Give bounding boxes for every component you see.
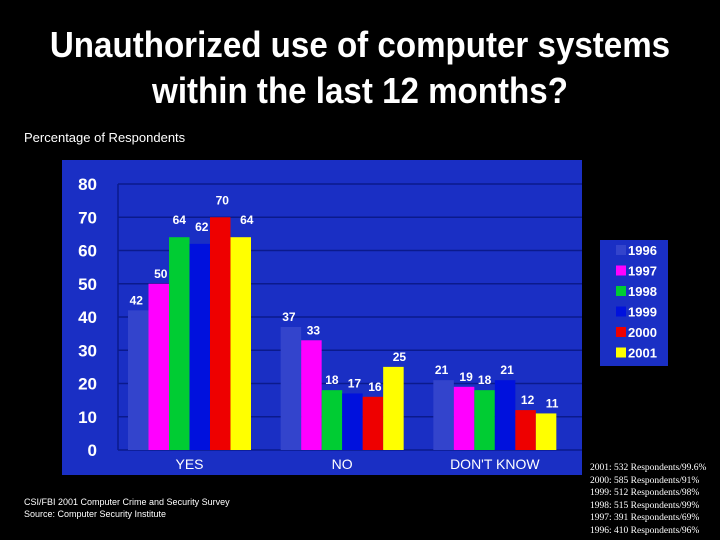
bar <box>321 390 343 450</box>
data-label: 33 <box>307 323 321 337</box>
data-label: 62 <box>195 220 209 234</box>
respondents-line: 1999: 512 Respondents/98% <box>590 488 700 498</box>
respondents-line: 2001: 532 Respondents/99.6% <box>590 463 707 473</box>
bar <box>535 413 557 450</box>
bar <box>474 390 495 450</box>
data-label: 18 <box>325 373 339 387</box>
bar <box>383 366 404 450</box>
respondents-line: 1996: 410 Respondents/96% <box>590 525 700 536</box>
y-tick-label: 70 <box>78 208 97 227</box>
y-tick-label: 80 <box>78 175 97 194</box>
data-label: 11 <box>546 396 559 410</box>
legend-label: 1999 <box>628 305 657 320</box>
bar <box>494 380 516 450</box>
respondents-line: 1997: 391 Respondents/69% <box>590 513 700 523</box>
source-line-1: CSI/FBI 2001 Computer Crime and Security… <box>24 497 230 507</box>
bar <box>230 237 251 450</box>
title-line-1: Unauthorized use of computer systems <box>49 24 671 65</box>
y-tick-label: 40 <box>78 308 97 327</box>
legend-swatch <box>616 265 626 276</box>
legend-label: 1998 <box>628 284 657 299</box>
legend-swatch <box>616 306 626 317</box>
data-label: 18 <box>478 373 492 387</box>
data-label: 21 <box>500 363 514 377</box>
title-line-2: within the last 12 months? <box>152 70 568 111</box>
y-tick-label: 10 <box>78 408 97 427</box>
y-tick-label: 30 <box>78 341 97 360</box>
bar <box>433 380 454 450</box>
data-label: 19 <box>459 370 473 384</box>
data-label: 70 <box>216 193 230 207</box>
respondents-line: 2000: 585 Respondents/91% <box>590 475 700 486</box>
data-label: 42 <box>130 293 144 307</box>
data-label: 50 <box>154 267 168 281</box>
legend-label: 1996 <box>628 243 657 258</box>
data-label: 64 <box>173 213 187 227</box>
bar <box>301 340 322 450</box>
y-tick-label: 20 <box>78 375 97 394</box>
data-label: 12 <box>521 393 535 407</box>
data-label: 25 <box>393 350 407 364</box>
respondents-line: 1998: 515 Respondents/99% <box>590 500 700 511</box>
slide-title: Unauthorized use of computer systems wit… <box>29 22 691 114</box>
legend-background <box>600 240 668 366</box>
y-tick-label: 0 <box>88 441 97 460</box>
x-category-label: YES <box>175 456 203 472</box>
bar <box>280 326 302 450</box>
bar <box>342 393 363 450</box>
x-category-label: DON'T KNOW <box>450 456 540 472</box>
legend-swatch <box>616 286 626 296</box>
data-label: 16 <box>368 380 382 394</box>
legend-label: 2000 <box>628 325 657 340</box>
bar <box>210 217 231 450</box>
bar <box>128 310 149 450</box>
y-tick-label: 60 <box>78 242 97 261</box>
data-label: 64 <box>240 213 254 227</box>
bar <box>515 410 536 450</box>
y-tick-label: 50 <box>78 275 97 294</box>
bar <box>169 237 190 450</box>
respondents-list: 2001: 532 Respondents/99.6% 2000: 585 Res… <box>590 462 706 537</box>
legend-label: 2001 <box>628 346 657 361</box>
chart-subtitle: Percentage of Respondents <box>24 130 186 145</box>
x-category-label: NO <box>332 456 353 472</box>
source-note: CSI/FBI 2001 Computer Crime and Security… <box>24 496 230 520</box>
data-label: 21 <box>435 363 449 377</box>
bar <box>189 243 210 450</box>
legend-swatch <box>616 347 626 358</box>
bar <box>362 396 384 450</box>
source-line-2: Source: Computer Security Institute <box>24 509 167 519</box>
legend-swatch <box>616 245 626 255</box>
data-label: 37 <box>282 310 296 324</box>
bar <box>148 283 169 450</box>
legend-label: 1997 <box>628 264 657 279</box>
bar <box>453 386 475 450</box>
data-label: 17 <box>348 376 362 390</box>
legend-swatch <box>616 327 626 337</box>
